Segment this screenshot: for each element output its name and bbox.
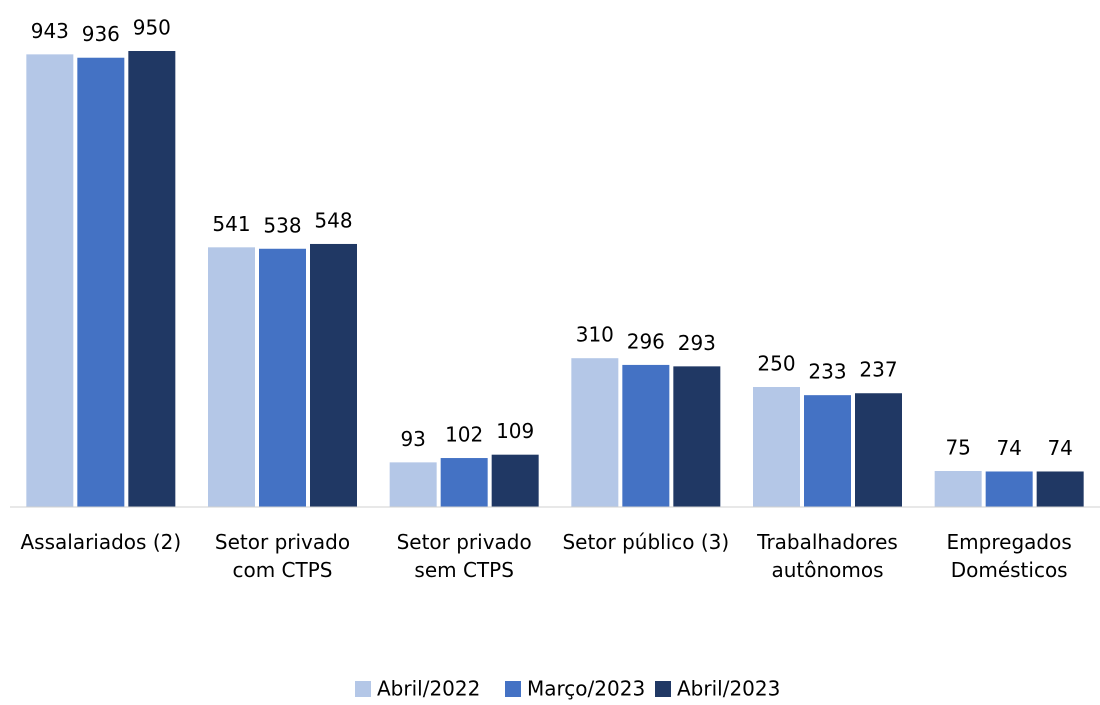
data-label: 538 — [263, 213, 301, 237]
x-tick-label: Setor público (3) — [562, 530, 729, 554]
x-tick-label-line: Setor privado — [397, 530, 532, 554]
bar — [804, 395, 851, 507]
x-tick-label-line: sem CTPS — [414, 558, 514, 582]
legend-swatch — [505, 681, 521, 697]
data-label: 541 — [212, 212, 250, 236]
x-tick-label-line: Trabalhadores — [756, 530, 898, 554]
bar — [622, 364, 670, 507]
data-label: 74 — [1047, 436, 1072, 460]
bar — [310, 243, 357, 507]
bar — [491, 454, 539, 507]
data-label: 102 — [445, 423, 483, 447]
data-label: 74 — [996, 436, 1021, 460]
legend-label: Abril/2023 — [677, 677, 780, 701]
bar — [389, 462, 437, 507]
data-label: 293 — [678, 331, 716, 355]
bar — [208, 247, 255, 507]
x-tick-label-line: Domésticos — [951, 558, 1068, 582]
bar — [128, 51, 176, 507]
bar — [259, 248, 306, 507]
x-tick-label: Setor privado sem CTPS — [397, 530, 532, 582]
bar — [26, 54, 74, 508]
x-tick-label-line: Empregados — [947, 530, 1072, 554]
data-label: 75 — [945, 436, 970, 460]
x-tick-label-line: autônomos — [771, 558, 883, 582]
legend-label: Abril/2022 — [377, 677, 480, 701]
bar — [753, 387, 800, 507]
bar — [1036, 471, 1084, 507]
data-label: 296 — [627, 329, 665, 353]
data-label: 93 — [400, 427, 425, 451]
bar — [855, 393, 902, 507]
bar — [934, 471, 982, 507]
data-label: 237 — [859, 358, 897, 382]
data-label: 250 — [757, 352, 795, 376]
data-label: 310 — [576, 323, 614, 347]
bar — [77, 57, 125, 507]
bar — [571, 358, 619, 507]
x-tick-label: Trabalhadores autônomos — [756, 530, 898, 582]
x-tick-label-line: com CTPS — [232, 558, 332, 582]
data-label: 950 — [133, 16, 171, 40]
data-label: 233 — [808, 360, 846, 384]
legend-label: Março/2023 — [527, 677, 645, 701]
x-tick-label: Assalariados (2) — [20, 530, 181, 554]
data-label: 548 — [314, 208, 352, 232]
bar — [440, 458, 488, 507]
data-label: 936 — [82, 22, 120, 46]
x-tick-label: Empregados Domésticos — [947, 530, 1072, 582]
bar — [985, 471, 1033, 507]
x-tick-label: Setor privado com CTPS — [215, 530, 350, 582]
data-label: 109 — [496, 419, 534, 443]
legend-swatch — [355, 681, 371, 697]
x-tick-label-line: Setor privado — [215, 530, 350, 554]
data-label: 943 — [31, 19, 69, 43]
bar — [673, 366, 721, 507]
x-tick-label-line: Setor público (3) — [562, 530, 729, 554]
legend-swatch — [655, 681, 671, 697]
x-tick-label-line: Assalariados (2) — [20, 530, 181, 554]
